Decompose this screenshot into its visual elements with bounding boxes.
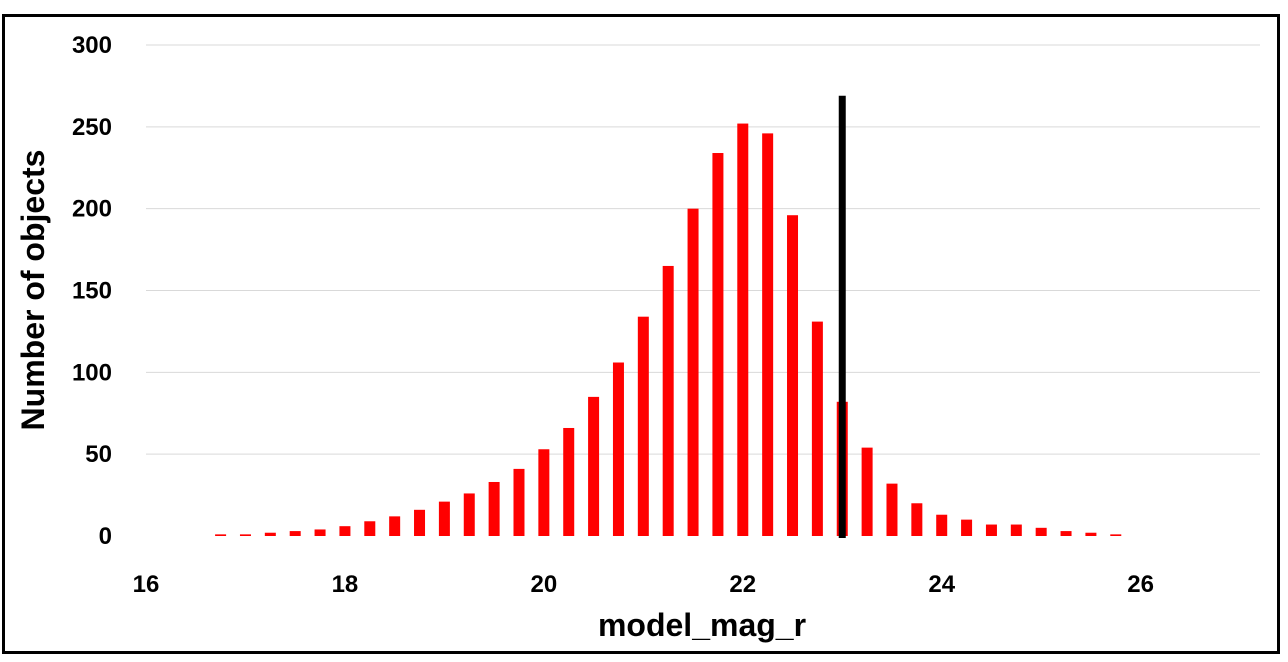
bar [712, 153, 724, 536]
x-tick-labels: 16 18 20 22 24 26 [133, 571, 1154, 598]
bar [1060, 531, 1072, 536]
bar [1010, 524, 1022, 536]
bar [463, 493, 475, 536]
bar [811, 321, 823, 536]
x-axis-title: model_mag_r [598, 607, 806, 643]
bar [985, 524, 997, 536]
bar [389, 516, 401, 536]
y-tick-label: 200 [72, 196, 112, 223]
bar [563, 427, 575, 536]
bar [662, 265, 674, 536]
bar [289, 531, 301, 536]
bar [1035, 527, 1047, 536]
bar [1085, 532, 1097, 536]
bar [438, 501, 450, 536]
y-tick-label: 150 [72, 278, 112, 305]
y-tick-label: 0 [99, 523, 112, 550]
y-tick-label: 50 [85, 441, 112, 468]
y-axis-title: Number of objects [15, 150, 51, 431]
bar [215, 534, 227, 536]
x-tick-label: 16 [133, 571, 160, 598]
bar [886, 483, 898, 536]
bar [488, 481, 500, 536]
grid-lines [146, 44, 1260, 455]
y-tick-label: 250 [72, 114, 112, 141]
bar [339, 526, 351, 536]
bar [762, 133, 774, 536]
bar [936, 514, 948, 536]
x-tick-label: 22 [729, 571, 756, 598]
x-tick-label: 18 [332, 571, 359, 598]
bar [861, 447, 873, 536]
bar [612, 362, 624, 536]
bar [264, 532, 276, 536]
bar [513, 468, 525, 536]
bar [1110, 534, 1122, 536]
y-tick-labels: 0 50 100 150 200 250 300 [72, 32, 112, 550]
y-tick-label: 100 [72, 359, 112, 386]
bar [538, 449, 550, 536]
bar [239, 534, 251, 536]
bar [637, 316, 649, 536]
bar [687, 208, 699, 536]
bar [787, 215, 799, 537]
bar [364, 521, 376, 536]
x-tick-label: 24 [928, 571, 955, 598]
bar [737, 123, 749, 536]
bars [215, 123, 1122, 537]
bar [414, 509, 426, 536]
y-tick-label: 300 [72, 32, 112, 59]
bar [588, 396, 600, 536]
bar [911, 503, 923, 536]
x-tick-label: 20 [531, 571, 558, 598]
x-tick-label: 26 [1127, 571, 1154, 598]
bar [961, 519, 973, 536]
bar [314, 529, 326, 536]
